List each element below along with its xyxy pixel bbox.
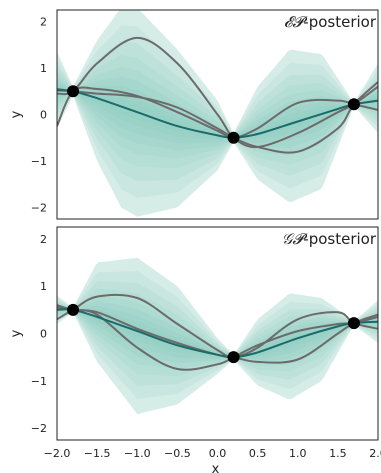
sample-line-1	[57, 36, 378, 149]
plot-frame	[56, 226, 379, 441]
y-tick-labels: −2 −1 0 1 2	[31, 233, 47, 435]
observation-point	[347, 98, 360, 111]
posterior-samples	[57, 36, 378, 154]
posterior-mean	[57, 89, 378, 139]
x-axis-label: x	[212, 462, 220, 473]
observation-point	[227, 131, 240, 144]
x-tick-label: 1.5	[329, 447, 347, 460]
band-level-5	[57, 295, 378, 369]
panel-title-script: 𝓔𝓟	[284, 13, 308, 31]
panel-title-script: 𝒢𝓟	[282, 230, 308, 248]
panel-title-text: -posterior	[303, 13, 377, 31]
x-tick-label: 1.0	[289, 447, 307, 460]
x-tick-label: −1.5	[84, 447, 111, 460]
sample-line-3	[57, 86, 378, 139]
band-level-9	[57, 87, 378, 139]
band-level-3	[57, 41, 378, 182]
x-tick-label: −2.0	[44, 447, 71, 460]
band-level-1	[57, 257, 378, 415]
sample-line-2	[57, 306, 378, 371]
x-tick-label: 0.5	[249, 447, 267, 460]
uncertainty-bands	[57, 257, 378, 415]
panel-title-text: -posterior	[303, 230, 377, 248]
y-tick-label: −2	[31, 201, 47, 214]
x-tick-label: 2.0	[369, 447, 381, 460]
panel-title: 𝓔𝓟-posterior	[284, 13, 377, 31]
band-level-2	[57, 270, 378, 400]
band-level-8	[57, 308, 378, 358]
observation-point	[347, 317, 360, 330]
observation-point	[67, 85, 80, 98]
y-tick-label: 0	[40, 328, 47, 341]
panel-title: 𝒢𝓟-posterior	[282, 230, 377, 248]
mean-line	[57, 89, 378, 139]
y-tick-label: 2	[40, 233, 47, 246]
y-tick-label: −2	[31, 422, 47, 435]
y-axis-label: y	[9, 110, 24, 118]
x-tick-labels: −2.0 −1.5 −1.0 −0.5 0.0 0.5 1.0 1.5 2.0	[44, 447, 381, 460]
band-level-4	[57, 55, 378, 169]
band-level-5	[57, 67, 378, 159]
uncertainty-bands	[57, 10, 378, 217]
x-tick-label: −1.0	[124, 447, 151, 460]
observation-point	[67, 303, 80, 316]
y-tick-label: 2	[40, 16, 47, 29]
ep-posterior-panel: −2 −1 0 1 2 y 𝓔𝓟-posterior	[9, 9, 379, 220]
y-tick-label: 0	[40, 109, 47, 122]
observations	[67, 85, 360, 144]
y-tick-labels: −2 −1 0 1 2	[31, 16, 47, 215]
y-tick-label: −1	[31, 155, 47, 168]
sample-line-2	[57, 81, 378, 154]
mean-line	[57, 308, 378, 359]
posterior-mean	[57, 308, 378, 359]
band-level-8	[57, 85, 378, 140]
y-tick-label: −1	[31, 375, 47, 388]
y-axis-label: y	[9, 329, 24, 337]
band-level-4	[57, 288, 378, 377]
y-tick-label: 1	[40, 280, 47, 293]
observation-point	[227, 351, 240, 364]
y-tick-label: 1	[40, 62, 47, 75]
plot-frame	[56, 9, 379, 220]
band-level-7	[57, 305, 378, 360]
x-tick-label: −0.5	[164, 447, 191, 460]
x-tick-label: 0.0	[209, 447, 227, 460]
observations	[67, 303, 360, 364]
band-level-2	[57, 25, 378, 198]
